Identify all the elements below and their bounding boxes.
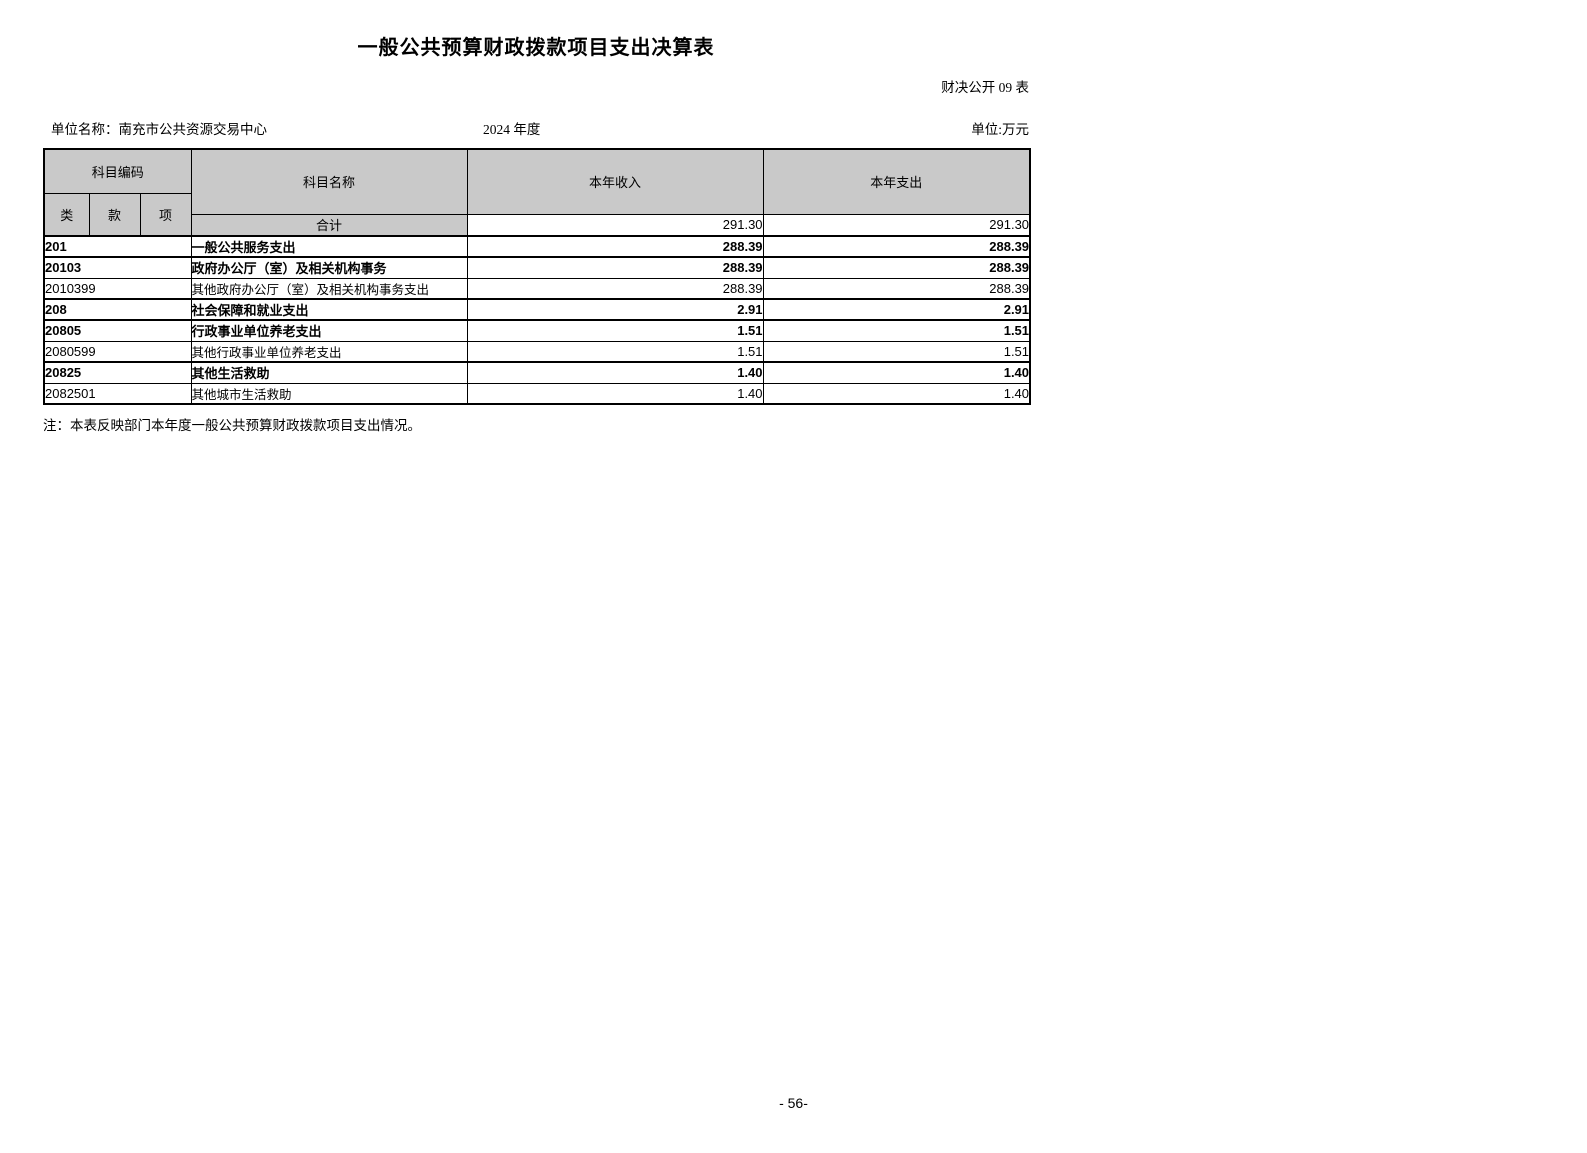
- income-cell: 1.40: [466, 382, 764, 405]
- header-row-2: 类 款 项: [43, 192, 1030, 237]
- total-row: 合计 291.30 291.30: [44, 213, 1031, 237]
- table-row: 20805 行政事业单位养老支出 1.51 1.51: [43, 319, 1031, 342]
- document-page: 一般公共预算财政拨款项目支出决算表 财决公开 09 表 单位名称：南充市公共资源…: [0, 31, 1587, 1111]
- form-number-label: 财决公开 09 表: [941, 80, 1029, 95]
- expense-cell: 1.40: [762, 361, 1031, 384]
- subject-code-cell: 2080599: [43, 340, 192, 363]
- expense-cell: 288.39: [762, 235, 1031, 258]
- income-cell: 288.39: [466, 256, 764, 279]
- table-row: 20103 政府办公厅（室）及相关机构事务 288.39 288.39: [43, 256, 1031, 279]
- unit-name-label: 单位名称：南充市公共资源交易中心: [51, 122, 267, 137]
- subject-code-cell: 2082501: [43, 382, 192, 405]
- expense-cell: 288.39: [762, 256, 1031, 279]
- income-cell: 288.39: [466, 277, 764, 300]
- table-row: 2082501 其他城市生活救助 1.40 1.40: [43, 382, 1031, 405]
- header-subject-name: 科目名称: [190, 148, 468, 215]
- header-row-1: 科目编码 科目名称 本年收入 本年支出: [43, 148, 1031, 215]
- subject-code-cell: 208: [43, 298, 192, 321]
- income-cell: 1.51: [466, 340, 764, 363]
- subject-name-cell: 其他政府办公厅（室）及相关机构事务支出: [190, 277, 468, 300]
- subject-name-cell: 社会保障和就业支出: [190, 298, 468, 321]
- table-row: 20825 其他生活救助 1.40 1.40: [43, 361, 1031, 384]
- subject-name-cell: 其他城市生活救助: [190, 382, 468, 405]
- income-cell: 1.40: [466, 361, 764, 384]
- header-code-class: 类: [43, 192, 90, 237]
- income-cell: 1.51: [466, 319, 764, 342]
- subject-code-cell: 2010399: [43, 277, 192, 300]
- subject-code-cell: 20825: [43, 361, 192, 384]
- table-rows: 科目编码 科目名称 本年收入 本年支出 类 款 项 合计 291.30 291.…: [43, 148, 1031, 405]
- expense-cell: 288.39: [762, 277, 1031, 300]
- table-row: 208 社会保障和就业支出 2.91 2.91: [43, 298, 1031, 321]
- header-code-item: 项: [139, 192, 192, 237]
- income-cell: 2.91: [466, 298, 764, 321]
- header-subject-code: 科目编码: [43, 148, 192, 194]
- total-income-cell: 291.30: [466, 213, 764, 237]
- unit-of-measure-label: 单位:万元: [971, 122, 1029, 137]
- subject-code-cell: 20805: [43, 319, 192, 342]
- total-label-cell: 合计: [190, 213, 468, 237]
- subject-code-cell: 201: [43, 235, 192, 258]
- fiscal-year-label: 2024 年度: [483, 122, 541, 137]
- page-title: 一般公共预算财政拨款项目支出决算表: [357, 37, 715, 59]
- subject-name-cell: 其他生活救助: [190, 361, 468, 384]
- total-expense-cell: 291.30: [762, 213, 1031, 237]
- income-cell: 288.39: [466, 235, 764, 258]
- meta-row: 单位名称：南充市公共资源交易中心 2024 年度 单位:万元: [43, 118, 1029, 137]
- subject-code-cell: 20103: [43, 256, 192, 279]
- expense-cell: 1.51: [762, 340, 1031, 363]
- expense-cell: 1.51: [762, 319, 1031, 342]
- subject-name-cell: 政府办公厅（室）及相关机构事务: [190, 256, 468, 279]
- header-code-section: 款: [88, 192, 141, 237]
- table-row: 2010399 其他政府办公厅（室）及相关机构事务支出 288.39 288.39: [43, 277, 1031, 300]
- budget-table: 科目编码 科目名称 本年收入 本年支出 类 款 项 合计 291.30 291.…: [43, 148, 1032, 405]
- page-number: - 56-: [779, 1095, 808, 1111]
- footnote: 注：本表反映部门本年度一般公共预算财政拨款项目支出情况。: [43, 418, 421, 433]
- header-current-year-income: 本年收入: [466, 148, 764, 215]
- expense-cell: 1.40: [762, 382, 1031, 405]
- subject-name-cell: 一般公共服务支出: [190, 235, 468, 258]
- header-current-year-expense: 本年支出: [762, 148, 1031, 215]
- subject-name-cell: 其他行政事业单位养老支出: [190, 340, 468, 363]
- subject-name-cell: 行政事业单位养老支出: [190, 319, 468, 342]
- content-area: 一般公共预算财政拨款项目支出决算表 财决公开 09 表 单位名称：南充市公共资源…: [43, 31, 1032, 434]
- table-row: 2080599 其他行政事业单位养老支出 1.51 1.51: [43, 340, 1031, 363]
- table-row: 201 一般公共服务支出 288.39 288.39: [43, 235, 1031, 258]
- expense-cell: 2.91: [762, 298, 1031, 321]
